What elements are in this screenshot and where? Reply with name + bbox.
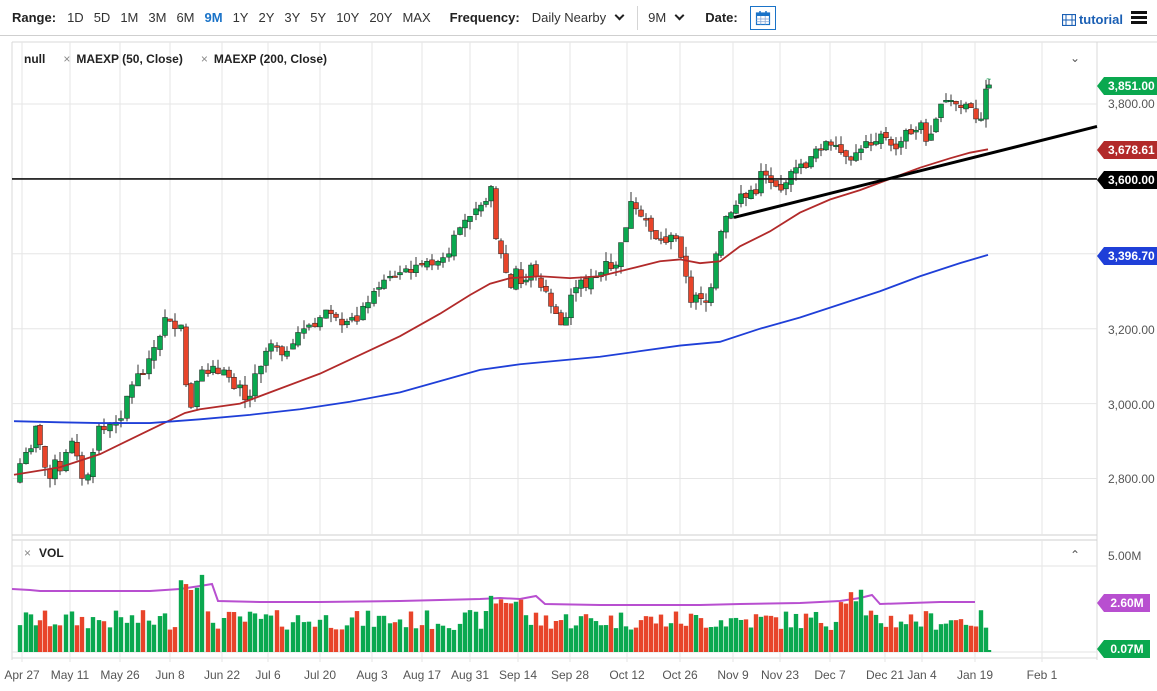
grid-lines [11,41,1157,662]
menu-icon-bar [1131,16,1147,19]
period-value: 9M [648,10,667,25]
x-tick-label: Dec 7 [814,668,846,682]
tutorial-link[interactable]: tutorial [1061,12,1123,27]
ma200-price-tag: 3,396.70 [1097,247,1157,265]
x-tick-label: Aug 17 [402,668,442,682]
collapse-volume-panel-button[interactable]: ⌃ [1070,548,1081,562]
frequency-select[interactable]: Daily Nearby [531,10,625,25]
y-tick-label: 3,200.00 [1108,323,1155,337]
range-button-3m[interactable]: 3M [148,10,167,25]
range-button-max[interactable]: MAX [402,10,431,25]
range-label: Range: [12,10,57,25]
indicator-ma50-label: MAEXP (50, Close) [76,52,183,66]
x-tick-label: Jun 22 [203,668,241,682]
range-button-5y[interactable]: 5Y [310,10,327,25]
x-tick-label: Oct 12 [609,668,645,682]
range-button-5d[interactable]: 5D [93,10,111,25]
remove-volume-button[interactable]: × [24,546,32,560]
range-button-1m[interactable]: 1M [120,10,139,25]
divider [637,5,639,30]
volume-avg-tag: 2.60M [1097,594,1150,612]
y-tick-label: 3,000.00 [1108,398,1155,412]
last-price-tag: 3,851.00 [1097,77,1157,95]
x-tick-label: Apr 27 [4,668,40,682]
collapse-price-panel-button[interactable]: ⌄ [1070,51,1081,65]
x-tick-label: May 26 [100,668,140,682]
x-tick-label: Dec 21 [865,668,905,682]
x-tick-label: Sep 28 [550,668,590,682]
frequency-value: Daily Nearby [531,10,607,25]
range-buttons: 1D 5D 1M 3M 6M 9M 1Y 2Y 3Y 5Y 10Y 20Y MAX [62,10,436,25]
range-button-1d[interactable]: 1D [67,10,84,25]
range-button-6m[interactable]: 6M [176,10,195,25]
remove-indicator-ma200-button[interactable]: × [200,52,208,66]
menu-icon-bar [1131,21,1147,24]
y-tick-label: 3,800.00 [1108,97,1155,111]
x-tick-label: Jan 19 [956,668,994,682]
range-button-10y[interactable]: 10Y [336,10,360,25]
volume-legend: × VOL [24,546,64,560]
tutorial-label: tutorial [1078,12,1123,27]
x-tick-label: Jun 8 [155,668,185,682]
chart-legend: null × MAEXP (50, Close) × MAEXP (200, C… [24,52,327,66]
x-tick-label: Nov 23 [760,668,800,682]
hline-price-tag: 3,600.00 [1097,171,1157,189]
x-tick-label: Jul 6 [255,668,281,682]
hamburger-menu-button[interactable] [1131,11,1147,24]
x-tick-label: May 11 [50,668,90,682]
candlesticks: ~ [17,74,992,488]
film-icon [1061,13,1076,26]
svg-text:~: ~ [986,74,991,84]
y-tick-label: 2,800.00 [1108,472,1155,486]
remove-indicator-ma50-button[interactable]: × [63,52,71,66]
menu-icon-bar [1131,11,1147,14]
calendar-icon [755,10,770,25]
x-tick-label: Nov 9 [717,668,749,682]
toolbar: Range: 1D 5D 1M 3M 6M 9M 1Y 2Y 3Y 5Y 10Y 20Y MAX Fre… [0,0,1157,36]
symbol-label: null [24,52,46,66]
range-button-3y[interactable]: 3Y [284,10,301,25]
x-tick-label: Feb 1 [1026,668,1058,682]
volume-last-tag: 0.07M [1097,640,1150,658]
range-button-1y[interactable]: 1Y [232,10,249,25]
range-button-2y[interactable]: 2Y [258,10,275,25]
period-select[interactable]: 9M [648,10,685,25]
date-picker-button[interactable] [749,5,776,30]
x-tick-label: Jul 20 [303,668,337,682]
x-tick-label: Aug 31 [450,668,490,682]
ma50-price-tag: 3,678.61 [1097,141,1157,159]
volume-label: VOL [39,546,64,560]
frequency-label: Frequency: [449,10,520,25]
indicator-ma200-label: MAEXP (200, Close) [213,52,327,66]
x-tick-label: Jan 4 [907,668,937,682]
range-button-20y[interactable]: 20Y [369,10,393,25]
range-button-9m[interactable]: 9M [204,10,223,25]
x-tick-label: Aug 3 [356,668,388,682]
indicator-lines [11,125,1098,606]
date-label: Date: [705,10,738,25]
volume-bars [17,574,992,652]
volume-y-tick-label: 5.00M [1108,549,1142,563]
x-tick-label: Sep 14 [498,668,538,682]
x-tick-label: Oct 26 [662,668,698,682]
